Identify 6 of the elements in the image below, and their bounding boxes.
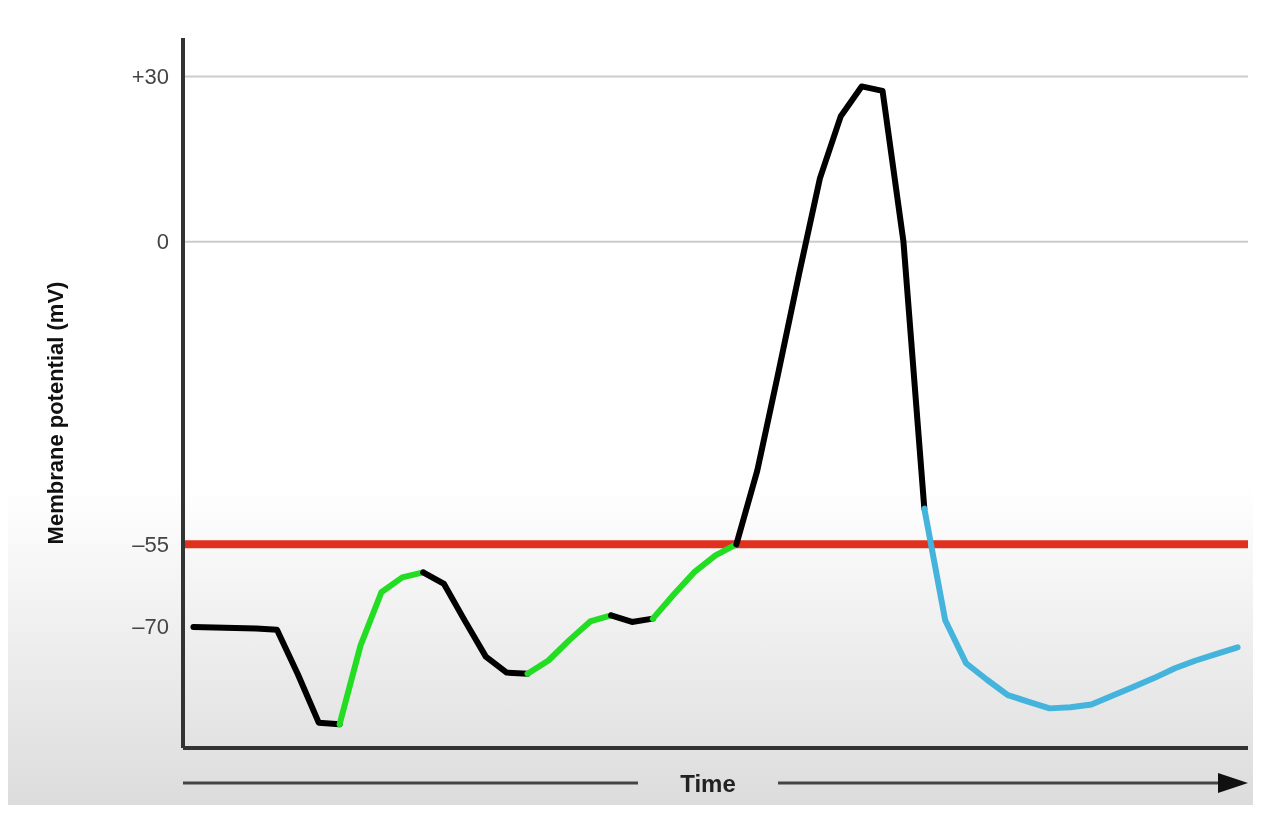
y-tick-label: –55	[132, 531, 169, 557]
x-axis-title: Time	[680, 769, 736, 797]
y-tick-label: 0	[156, 229, 169, 255]
y-axis-title: Membrane potential (mV)	[43, 281, 68, 545]
y-tick-label: –70	[132, 614, 169, 640]
y-tick-label: +30	[131, 64, 169, 90]
